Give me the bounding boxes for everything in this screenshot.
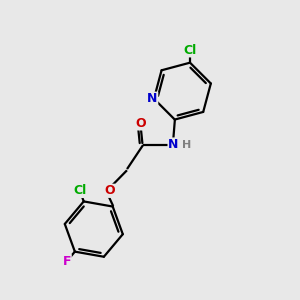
- Text: O: O: [136, 117, 146, 130]
- Text: O: O: [105, 184, 115, 197]
- Text: F: F: [63, 255, 71, 268]
- Text: N: N: [168, 138, 178, 151]
- Text: Cl: Cl: [73, 184, 86, 197]
- Text: Cl: Cl: [183, 44, 196, 57]
- Text: N: N: [147, 92, 158, 105]
- Text: H: H: [182, 140, 191, 150]
